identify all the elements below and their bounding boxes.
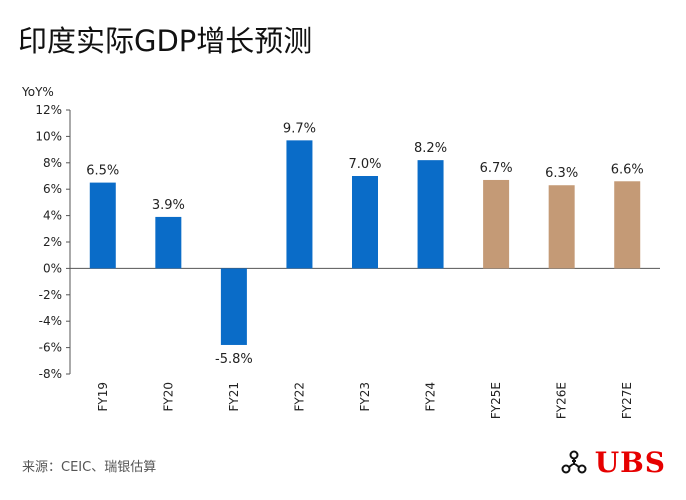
x-tick-label: FY21: [227, 382, 241, 412]
bar: [286, 140, 313, 269]
x-tick-label: FY23: [358, 382, 372, 412]
y-tick-label: 0%: [43, 261, 62, 275]
y-tick-label: 8%: [43, 156, 62, 170]
y-tick-label: 12%: [35, 103, 62, 117]
x-tick-label: FY24: [424, 382, 438, 412]
bar-chart: YoY% 12% 10% 8% 6% 4% 2% 0% -2% -4% -6% -8% 6.5% FY19…: [21, 85, 660, 419]
y-tick-label: -6%: [39, 341, 62, 355]
bar-value-label: 8.2%: [414, 141, 447, 156]
bar-value-label: 6.6%: [611, 162, 644, 177]
y-tick-label: 10%: [35, 129, 62, 143]
bar: [483, 179, 510, 269]
x-tick-label: FY22: [292, 382, 306, 412]
x-tick-label: FY27E: [620, 382, 634, 419]
y-tick-label: -2%: [39, 288, 62, 302]
bar: [89, 182, 116, 269]
bar-value-label: 9.7%: [283, 121, 316, 136]
bar: [548, 185, 575, 269]
y-axis-label: YoY%: [21, 85, 54, 99]
ubs-logo: UBS: [559, 446, 666, 479]
bar-value-label: -5.8%: [215, 352, 253, 367]
y-tick-label: 2%: [43, 235, 62, 249]
bar-value-label: 6.3%: [545, 166, 578, 181]
y-tick-label: -4%: [39, 314, 62, 328]
bar-value-label: 3.9%: [152, 198, 185, 213]
bar-value-label: 6.7%: [480, 161, 513, 176]
x-tick-label: FY25E: [489, 382, 503, 419]
bar: [417, 160, 444, 269]
x-tick-label: FY26E: [555, 382, 569, 419]
y-tick-label: 6%: [43, 182, 62, 196]
bar: [614, 181, 641, 269]
bar-value-label: 7.0%: [348, 157, 381, 172]
source-note: 来源：CEIC、瑞银估算: [22, 460, 157, 475]
bar: [220, 268, 247, 345]
chart-title: 印度实际GDP增长预测: [18, 24, 313, 58]
y-tick-label: 4%: [43, 209, 62, 223]
y-tick-label: -8%: [39, 367, 62, 381]
ubs-wordmark: UBS: [594, 446, 666, 479]
bar-value-label: 6.5%: [86, 164, 119, 179]
bar: [352, 176, 378, 269]
keys-icon: [561, 450, 587, 473]
x-tick-label: FY19: [96, 382, 110, 412]
x-tick-label: FY20: [161, 382, 175, 412]
bar: [155, 216, 182, 269]
